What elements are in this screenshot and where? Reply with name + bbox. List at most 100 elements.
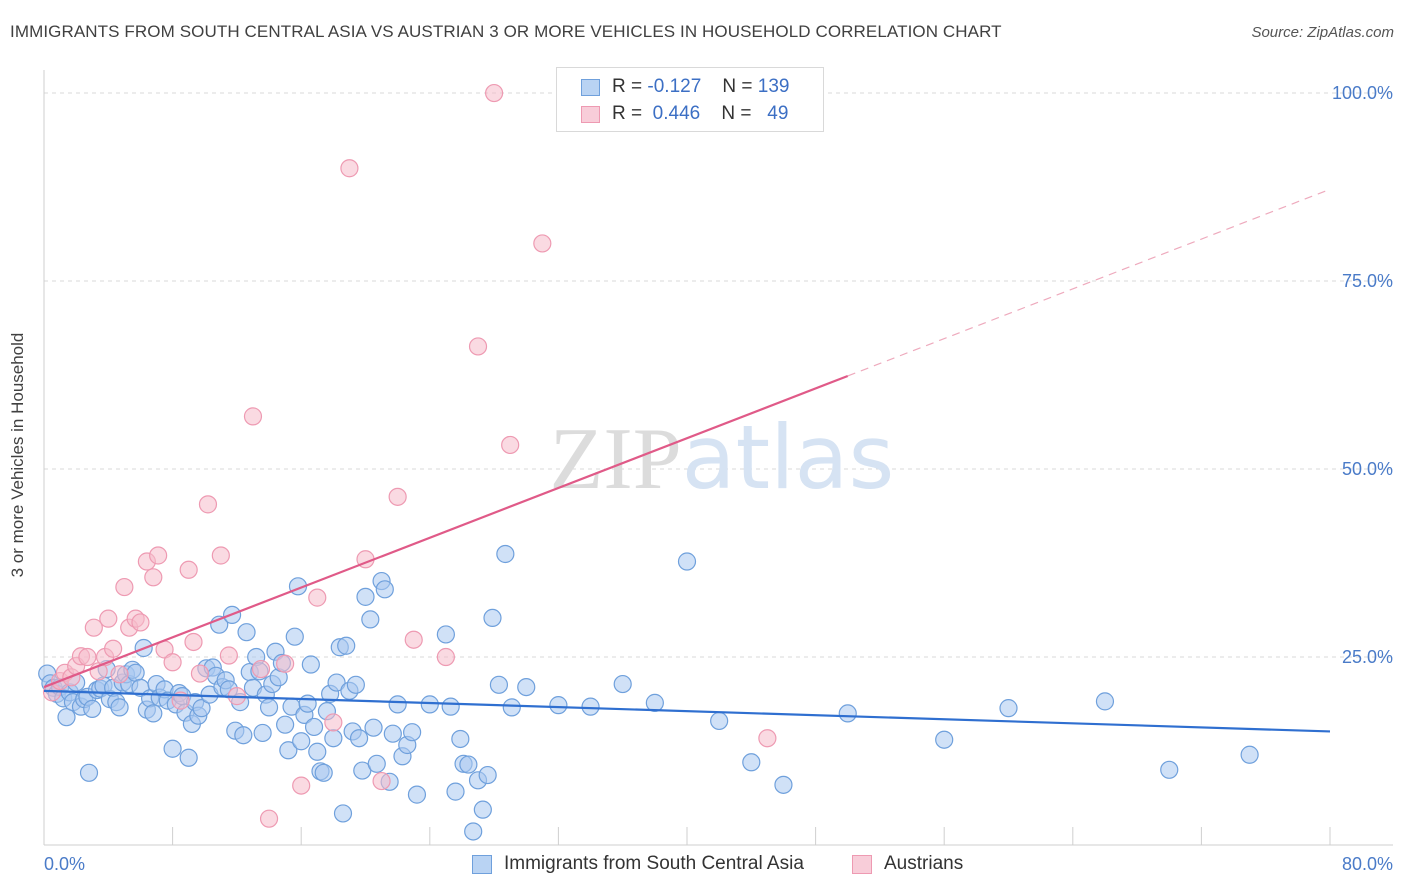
pink-point-39: [372, 771, 391, 791]
pink-point-19: [149, 546, 168, 565]
pink-point-7: [84, 618, 103, 637]
legend-item-austrians[interactable]: Austrians: [852, 853, 963, 875]
stats-legend-blue: R = -0.127 N = 139: [581, 75, 789, 99]
pink-point-46: [533, 234, 552, 253]
blue-point-118: [473, 800, 492, 819]
pink-point-28: [219, 646, 238, 665]
x-tick-label-0: 0.0%: [44, 854, 85, 874]
blue-point-6: [57, 708, 76, 727]
blue-point-99: [367, 754, 386, 773]
pink-point-37: [340, 159, 359, 178]
series-legend: Immigrants from South Central Asia Austr…: [0, 853, 1406, 877]
austrians-swatch: [852, 854, 872, 874]
blue-point-109: [420, 695, 439, 714]
blue-point-119: [478, 765, 497, 785]
pink-point-32: [259, 809, 279, 828]
blue-point-76: [292, 732, 311, 751]
blue-point-46: [192, 699, 211, 718]
legend-label-austrians: Austrians: [884, 853, 964, 874]
blue-point-103: [383, 724, 402, 743]
blue-point-113: [451, 729, 470, 749]
blue-point-83: [314, 763, 333, 782]
blue-r-label: R =: [612, 76, 643, 97]
pink-point-44: [485, 83, 504, 103]
blue-point-115: [459, 755, 478, 774]
pink-point-33: [276, 654, 295, 673]
y-tick-label-0: 25.0%: [1342, 647, 1393, 667]
blue-swatch: [581, 78, 600, 96]
pink-point-24: [184, 632, 203, 652]
legend-item-immigrants[interactable]: Immigrants from South Central Asia: [472, 853, 804, 875]
blue-point-87: [327, 673, 346, 692]
blue-point-122: [496, 544, 515, 564]
blue-point-138: [1240, 745, 1259, 764]
stats-legend: R = -0.127 N = 139 R = 0.446 N = 49: [556, 67, 824, 132]
blue-r-value: -0.127: [647, 76, 702, 97]
blue-point-37: [163, 739, 182, 758]
pink-n-label: N =: [721, 103, 752, 124]
pink-point-23: [179, 560, 198, 579]
blue-point-125: [549, 696, 568, 715]
blue-point-42: [179, 748, 198, 767]
blue-point-97: [361, 610, 380, 629]
blue-point-22: [110, 698, 129, 717]
pink-point-26: [198, 495, 218, 514]
blue-point-64: [253, 723, 272, 743]
chart-title: IMMIGRANTS FROM SOUTH CENTRAL ASIA VS AU…: [10, 22, 1002, 41]
blue-point-132: [774, 775, 793, 794]
immigrants-swatch: [472, 854, 492, 874]
legend-label-immigrants: Immigrants from South Central Asia: [504, 853, 804, 874]
blue-point-86: [324, 729, 343, 748]
pink-point-31: [251, 659, 271, 679]
blue-point-78: [298, 694, 317, 713]
blue-point-14: [83, 699, 102, 718]
pink-swatch: [581, 105, 600, 123]
blue-point-137: [1160, 760, 1179, 779]
pink-point-34: [292, 776, 311, 795]
pink-point-30: [243, 407, 263, 426]
pink-point-25: [190, 664, 210, 683]
blue-point-72: [279, 741, 298, 760]
pink-point-42: [436, 647, 455, 667]
pink-point-16: [131, 613, 150, 632]
blue-point-13: [79, 763, 99, 782]
blue-point-81: [308, 742, 327, 761]
blue-point-135: [999, 699, 1018, 718]
blue-point-133: [838, 704, 857, 723]
blue-point-27: [126, 663, 145, 682]
watermark: ZIPatlas: [550, 406, 895, 509]
blue-point-90: [337, 636, 356, 655]
pink-point-21: [163, 653, 182, 672]
blue-point-101: [375, 580, 394, 599]
pink-point-6: [78, 647, 97, 667]
blue-point-134: [935, 730, 954, 749]
blue-point-129: [677, 552, 697, 571]
blue-point-94: [349, 729, 369, 748]
y-tick-label-1: 50.0%: [1342, 459, 1393, 479]
stats-legend-pink: R = 0.446 N = 49: [581, 102, 788, 126]
pink-point-45: [501, 435, 520, 455]
pink-point-36: [324, 713, 343, 732]
blue-point-71: [276, 715, 295, 734]
blue-point-130: [710, 711, 729, 731]
watermark-atlas: atlas: [682, 406, 895, 509]
blue-point-58: [234, 726, 253, 745]
blue-point-96: [356, 587, 375, 606]
pink-point-18: [144, 568, 163, 587]
blue-point-116: [464, 822, 483, 841]
pink-point-40: [388, 487, 407, 506]
pink-point-12: [110, 665, 129, 684]
blue-point-124: [517, 677, 536, 697]
blue-point-131: [742, 753, 761, 772]
blue-trend-line: [43, 689, 1331, 733]
watermark-zip: ZIP: [550, 411, 682, 508]
pink-trend-extension: [847, 188, 1331, 377]
blue-point-66: [259, 698, 279, 717]
pink-point-35: [308, 588, 327, 607]
blue-point-123: [502, 698, 521, 717]
blue-point-128: [645, 693, 664, 712]
pink-point-48: [758, 729, 777, 748]
blue-point-74: [285, 627, 304, 646]
blue-point-32: [144, 704, 163, 723]
